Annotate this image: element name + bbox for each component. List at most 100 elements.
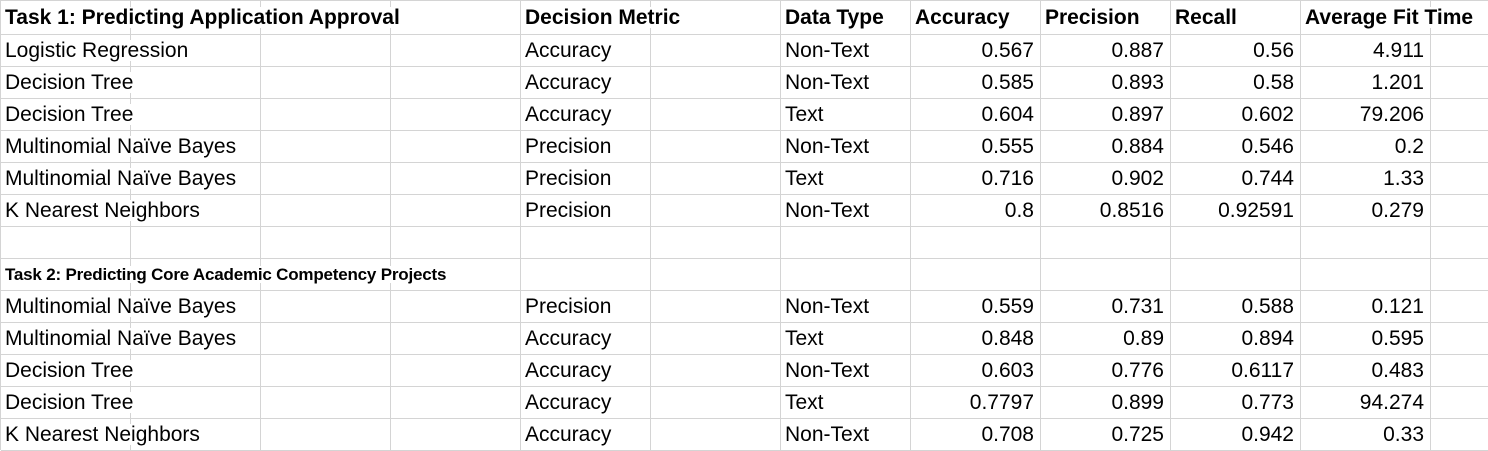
accuracy-cell[interactable]: 0.604 <box>911 99 1041 131</box>
accuracy-cell[interactable]: 0.603 <box>911 355 1041 387</box>
metric-cell[interactable]: Accuracy <box>521 323 651 355</box>
empty-cell[interactable] <box>1041 259 1171 291</box>
data-type-cell[interactable]: Text <box>781 99 911 131</box>
empty-cell[interactable] <box>131 387 261 419</box>
precision-cell[interactable]: 0.776 <box>1041 355 1171 387</box>
empty-cell[interactable] <box>1431 35 1488 67</box>
empty-cell[interactable] <box>1301 227 1431 259</box>
model-cell[interactable]: K Nearest Neighbors <box>1 195 202 227</box>
empty-cell[interactable] <box>651 131 781 163</box>
empty-cell[interactable] <box>131 131 261 163</box>
accuracy-cell[interactable]: 0.708 <box>911 419 1041 451</box>
empty-cell[interactable] <box>911 227 1041 259</box>
fit-time-cell[interactable]: 0.33 <box>1301 419 1431 451</box>
data-type-cell[interactable]: Non-Text <box>781 131 911 163</box>
empty-cell[interactable] <box>651 195 781 227</box>
empty-cell[interactable] <box>1431 227 1488 259</box>
metric-cell[interactable]: Accuracy <box>521 387 651 419</box>
metric-cell[interactable]: Accuracy <box>521 67 651 99</box>
metric-cell[interactable]: Precision <box>521 163 651 195</box>
recall-cell[interactable]: 0.602 <box>1171 99 1301 131</box>
fit-time-cell[interactable]: 94.274 <box>1301 387 1431 419</box>
empty-cell[interactable] <box>651 291 781 323</box>
metric-cell[interactable]: Accuracy <box>521 419 651 451</box>
metric-cell[interactable]: Precision <box>521 291 651 323</box>
accuracy-cell[interactable]: 0.567 <box>911 35 1041 67</box>
empty-cell[interactable] <box>651 1 781 35</box>
data-type-cell[interactable]: Non-Text <box>781 195 911 227</box>
header-decision-metric[interactable]: Decision Metric <box>521 1 683 35</box>
empty-cell[interactable] <box>651 99 781 131</box>
empty-cell[interactable] <box>1431 163 1488 195</box>
task1-title[interactable]: Task 1: Predicting Application Approval <box>1 1 402 35</box>
model-cell[interactable]: Multinomial Naïve Bayes <box>1 163 239 195</box>
model-cell[interactable]: Decision Tree <box>1 99 136 131</box>
precision-cell[interactable]: 0.731 <box>1041 291 1171 323</box>
fit-time-cell[interactable]: 0.121 <box>1301 291 1431 323</box>
precision-cell[interactable]: 0.899 <box>1041 387 1171 419</box>
empty-cell[interactable] <box>391 35 521 67</box>
precision-cell[interactable]: 0.902 <box>1041 163 1171 195</box>
empty-cell[interactable] <box>651 259 781 291</box>
model-cell[interactable]: Multinomial Naïve Bayes <box>1 131 239 163</box>
empty-cell[interactable] <box>1431 99 1488 131</box>
accuracy-cell[interactable]: 0.585 <box>911 67 1041 99</box>
recall-cell[interactable]: 0.894 <box>1171 323 1301 355</box>
precision-cell[interactable]: 0.887 <box>1041 35 1171 67</box>
empty-cell[interactable] <box>1431 67 1488 99</box>
precision-cell[interactable]: 0.893 <box>1041 67 1171 99</box>
empty-cell[interactable] <box>131 227 261 259</box>
model-cell[interactable]: K Nearest Neighbors <box>1 419 202 451</box>
empty-cell[interactable] <box>1431 259 1488 291</box>
empty-cell[interactable] <box>1431 1 1488 35</box>
recall-cell[interactable]: 0.942 <box>1171 419 1301 451</box>
empty-cell[interactable] <box>131 35 261 67</box>
empty-cell[interactable] <box>261 35 391 67</box>
empty-cell[interactable] <box>651 355 781 387</box>
model-cell[interactable]: Decision Tree <box>1 67 136 99</box>
empty-cell[interactable] <box>1431 323 1488 355</box>
empty-cell[interactable] <box>261 99 391 131</box>
metric-cell[interactable]: Accuracy <box>521 99 651 131</box>
empty-cell[interactable] <box>781 259 911 291</box>
accuracy-cell[interactable]: 0.848 <box>911 323 1041 355</box>
empty-cell[interactable] <box>391 163 521 195</box>
empty-cell[interactable] <box>391 323 521 355</box>
precision-cell[interactable]: 0.897 <box>1041 99 1171 131</box>
recall-cell[interactable]: 0.6117 <box>1171 355 1301 387</box>
empty-cell[interactable] <box>781 227 911 259</box>
empty-cell[interactable] <box>1431 419 1488 451</box>
empty-cell[interactable] <box>651 35 781 67</box>
empty-cell[interactable] <box>391 1 521 35</box>
empty-cell[interactable] <box>391 227 521 259</box>
empty-cell[interactable] <box>651 387 781 419</box>
header-precision[interactable]: Precision <box>1041 1 1171 35</box>
precision-cell[interactable]: 0.884 <box>1041 131 1171 163</box>
recall-cell[interactable]: 0.588 <box>1171 291 1301 323</box>
precision-cell[interactable]: 0.8516 <box>1041 195 1171 227</box>
recall-cell[interactable]: 0.92591 <box>1171 195 1301 227</box>
empty-cell[interactable] <box>261 323 391 355</box>
empty-cell[interactable] <box>1431 387 1488 419</box>
accuracy-cell[interactable]: 0.559 <box>911 291 1041 323</box>
data-type-cell[interactable]: Non-Text <box>781 355 911 387</box>
empty-cell[interactable] <box>651 67 781 99</box>
empty-cell[interactable] <box>131 195 261 227</box>
empty-cell[interactable] <box>651 419 781 451</box>
model-cell[interactable]: Multinomial Naïve Bayes <box>1 323 239 355</box>
metric-cell[interactable]: Accuracy <box>521 35 651 67</box>
empty-cell[interactable] <box>261 355 391 387</box>
metric-cell[interactable]: Precision <box>521 131 651 163</box>
accuracy-cell[interactable]: 0.716 <box>911 163 1041 195</box>
empty-cell[interactable] <box>651 227 781 259</box>
empty-cell[interactable] <box>261 131 391 163</box>
fit-time-cell[interactable]: 0.595 <box>1301 323 1431 355</box>
accuracy-cell[interactable]: 0.555 <box>911 131 1041 163</box>
empty-cell[interactable] <box>261 419 391 451</box>
accuracy-cell[interactable]: 0.7797 <box>911 387 1041 419</box>
accuracy-cell[interactable]: 0.8 <box>911 195 1041 227</box>
data-type-cell[interactable]: Non-Text <box>781 419 911 451</box>
empty-cell[interactable] <box>261 291 391 323</box>
data-type-cell[interactable]: Non-Text <box>781 291 911 323</box>
empty-cell[interactable] <box>391 419 521 451</box>
